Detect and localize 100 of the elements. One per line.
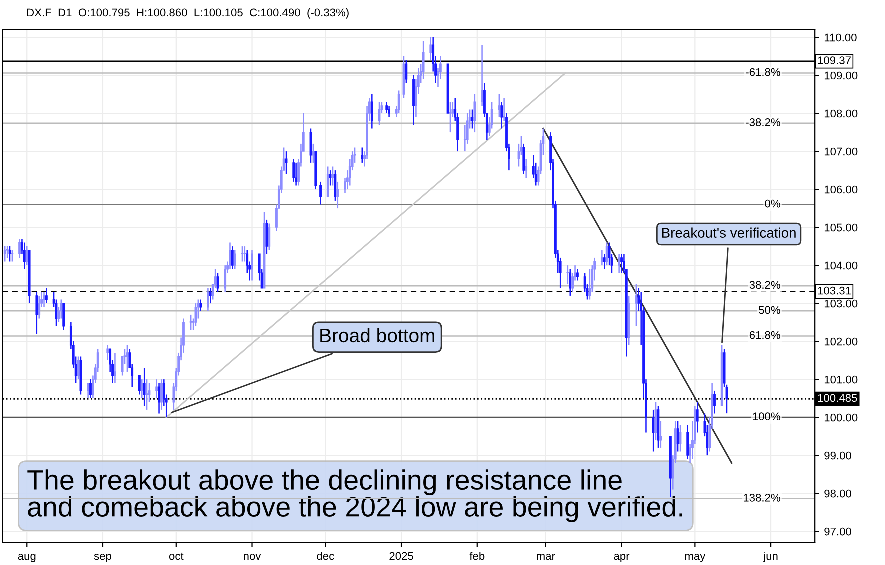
candlestick xyxy=(60,299,63,320)
candlestick xyxy=(686,424,690,460)
annotation: Breakout's verification xyxy=(662,228,796,238)
candlestick xyxy=(320,181,322,206)
x-tick-label: nov xyxy=(244,554,262,560)
y-tick-label: 110.00 xyxy=(824,34,857,42)
candlestick xyxy=(295,162,298,186)
candlestick xyxy=(160,378,163,411)
candlestick xyxy=(11,250,14,262)
candlestick xyxy=(43,292,46,308)
ref-line-label: 109.37 xyxy=(818,56,851,64)
ref-line-label: 103.31 xyxy=(818,286,851,295)
y-tick-label: 100.00 xyxy=(824,414,858,422)
candlestick xyxy=(234,250,236,270)
candlestick xyxy=(620,254,623,274)
candlestick xyxy=(62,302,66,331)
y-tick-label: 105.00 xyxy=(824,224,858,232)
candlestick xyxy=(361,147,364,164)
candlestick xyxy=(498,94,501,118)
candlestick xyxy=(244,246,246,262)
candlestick xyxy=(146,378,148,411)
candlestick xyxy=(652,409,655,452)
candlestick xyxy=(231,246,234,270)
candlestick xyxy=(87,382,90,400)
candlestick xyxy=(326,166,330,198)
y-tick-label: 98.00 xyxy=(824,490,852,498)
candlestick xyxy=(6,246,9,259)
candlestick xyxy=(106,344,110,362)
candlestick xyxy=(26,246,28,266)
y-tick-label: 99.00 xyxy=(824,452,852,460)
x-tick-label: feb xyxy=(470,552,485,560)
x-tick-label: mar xyxy=(537,554,556,560)
x-tick-label: dec xyxy=(317,552,334,560)
annotation: 138.2% xyxy=(744,494,780,502)
candlestick xyxy=(388,105,390,118)
x-tick-label: aug xyxy=(18,554,36,562)
candlestick xyxy=(430,36,432,61)
annotation: 100% xyxy=(753,412,780,421)
candlestick xyxy=(158,382,160,414)
candlestick xyxy=(38,295,41,320)
candlestick xyxy=(114,352,116,384)
candlestick xyxy=(386,102,388,114)
candlestick xyxy=(398,90,400,114)
candlestick xyxy=(576,268,579,282)
x-tick-label: 2025 xyxy=(390,552,414,560)
ref-line-label: 100.485 xyxy=(818,394,858,402)
candlestick xyxy=(229,242,232,270)
y-tick-label: 108.00 xyxy=(824,110,858,118)
candlestick xyxy=(200,299,202,312)
annotation: 38.2% xyxy=(750,281,780,290)
candlestick xyxy=(207,288,210,312)
annotation: 50% xyxy=(759,306,780,314)
candlestick xyxy=(143,368,146,407)
x-tick-label: oct xyxy=(169,552,184,560)
y-tick-label: 97.00 xyxy=(824,528,852,536)
candlestick xyxy=(525,158,528,179)
x-tick-label: may xyxy=(685,554,706,562)
x-tick-label: sep xyxy=(94,554,112,562)
candlestick xyxy=(660,420,662,449)
candlestick xyxy=(422,40,425,80)
candlestick xyxy=(4,246,6,262)
candlestick xyxy=(336,181,340,210)
candlestick xyxy=(292,158,296,183)
candlestick xyxy=(190,314,192,331)
x-tick-label: jun xyxy=(763,552,778,562)
y-tick-label: 109.00 xyxy=(824,72,858,80)
annotation: Broad bottom xyxy=(320,328,434,343)
candlestick xyxy=(714,390,716,414)
candlestick xyxy=(500,102,504,130)
y-tick-label: 101.00 xyxy=(824,376,858,384)
x-tick-label: apr xyxy=(614,554,630,562)
candlestick xyxy=(696,402,699,434)
y-tick-label: 102.00 xyxy=(824,338,858,346)
candlestick xyxy=(312,143,315,164)
candlestick xyxy=(449,102,452,134)
candlestick xyxy=(251,250,254,282)
candlestick xyxy=(241,246,244,262)
annotation: -38.2% xyxy=(746,118,780,126)
candlestick xyxy=(481,44,484,107)
annotation: 0% xyxy=(765,200,780,208)
candlestick xyxy=(36,292,38,335)
candlestick xyxy=(23,242,26,270)
candlestick xyxy=(209,288,212,304)
annotation: 61.8% xyxy=(750,331,780,340)
candlestick xyxy=(405,60,408,84)
y-tick-label: 106.00 xyxy=(824,186,858,194)
candlestick xyxy=(45,288,48,304)
chart-title: DX.F D1 O:100.795 H:100.860 L:100.105 C:100.490 (-0.33%) xyxy=(27,8,349,19)
y-tick-label: 107.00 xyxy=(824,148,858,156)
candlestick xyxy=(18,238,21,259)
candlestick xyxy=(566,264,570,286)
candlestick xyxy=(90,378,92,400)
y-tick-label: 104.00 xyxy=(824,262,858,270)
candlestick xyxy=(635,284,638,327)
candlestick xyxy=(600,250,604,266)
candlestick xyxy=(156,378,158,400)
candlestick xyxy=(522,143,526,175)
candlestick xyxy=(266,219,268,255)
candlestick xyxy=(569,268,572,297)
annotation: -61.8% xyxy=(746,68,780,76)
